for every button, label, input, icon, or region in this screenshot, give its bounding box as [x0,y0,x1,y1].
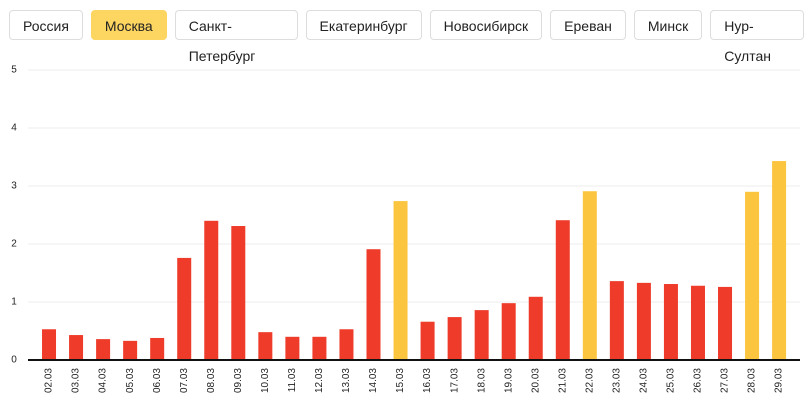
bar [42,329,57,360]
bar [231,226,246,360]
city-tab[interactable]: Россия [9,10,83,40]
bar [745,191,760,360]
bar [69,335,84,360]
x-tick-label: 23.03 [612,368,623,393]
city-tab[interactable]: Минск [633,10,703,40]
city-tab[interactable]: Екатеринбург [305,10,422,40]
bar [555,220,570,360]
bar [718,286,733,360]
y-tick-label: 0 [11,355,17,366]
x-tick-label: 15.03 [395,368,406,393]
x-tick-label: 10.03 [260,368,271,393]
bar [663,284,678,360]
bar [285,336,300,360]
city-tab[interactable]: Новосибирск [429,10,543,40]
city-tab[interactable]: Санкт-Петербург [174,10,298,64]
city-tab[interactable]: Ереван [550,10,626,40]
bar [636,282,651,360]
x-tick-label: 22.03 [584,368,595,393]
y-tick-label: 5 [11,65,17,76]
bar [393,201,408,360]
x-tick-label: 04.03 [98,368,109,393]
x-tick-label: 17.03 [449,368,460,393]
bar [420,321,435,360]
bar [582,191,597,360]
bar [96,339,111,360]
x-tick-label: 25.03 [666,368,677,393]
bar [150,337,165,360]
bar [204,220,219,360]
x-tick-label: 28.03 [747,368,758,393]
x-tick-label: 06.03 [152,368,163,393]
bar [312,336,327,360]
bar [447,317,462,360]
bar [501,303,516,360]
bar [123,340,138,360]
city-tab[interactable]: Москва [90,10,167,40]
x-tick-label: 14.03 [368,368,379,393]
x-tick-label: 19.03 [503,368,514,393]
x-tick-label: 16.03 [422,368,433,393]
x-tick-label: 09.03 [233,368,244,393]
tab-bar: Россия Москва Санкт-Петербург Екатеринбург Н… [9,10,804,64]
bar [474,310,489,360]
x-tick-label: 13.03 [341,368,352,393]
x-tick-label: 24.03 [639,368,650,393]
x-tick-label: 08.03 [206,368,217,393]
bar [528,296,543,360]
x-tick-label: 18.03 [476,368,487,393]
x-tick-label: 27.03 [720,368,731,393]
x-tick-label: 02.03 [44,368,55,393]
y-tick-label: 3 [11,181,17,192]
bar [339,329,354,360]
bar [690,285,705,360]
x-tick-label: 29.03 [774,368,785,393]
bar [177,257,192,360]
city-tab[interactable]: Нур-Султан [710,10,804,64]
x-tick-label: 07.03 [179,368,190,393]
y-tick-label: 2 [11,239,17,250]
y-tick-label: 1 [11,297,17,308]
bar [258,332,273,360]
x-tick-label: 03.03 [71,368,82,393]
x-tick-label: 21.03 [557,368,568,393]
bar [366,249,381,360]
y-tick-label: 4 [11,123,17,134]
x-tick-label: 26.03 [693,368,704,393]
bar [772,161,787,360]
bar [609,281,624,360]
x-tick-label: 20.03 [530,368,541,393]
x-tick-label: 05.03 [125,368,136,393]
x-tick-label: 11.03 [287,368,298,393]
x-tick-label: 12.03 [314,368,325,393]
